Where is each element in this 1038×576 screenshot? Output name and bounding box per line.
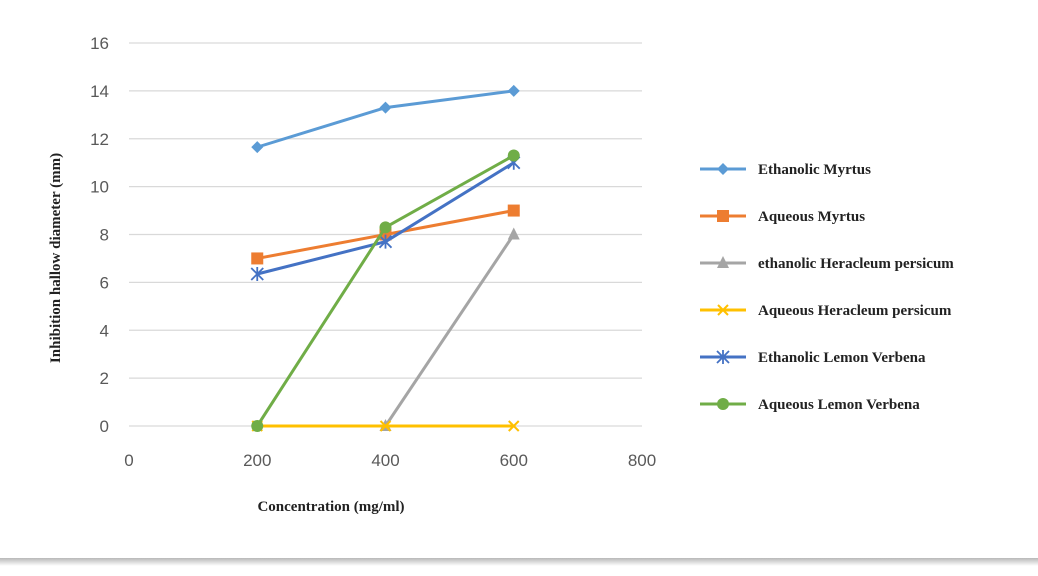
data-point: [251, 141, 264, 154]
series-1: [251, 84, 520, 154]
y-tick-label: 10: [90, 178, 109, 197]
legend-swatch-marker: [716, 350, 730, 364]
legend-entry: ethanolic Heracleum persicum: [700, 256, 954, 272]
data-point: [379, 101, 392, 114]
legend-entry: Ethanolic Myrtus: [700, 162, 871, 178]
legend-swatch-marker: [717, 256, 729, 268]
legend-swatch-marker: [717, 398, 729, 410]
legend-entry: Aqueous Lemon Verbena: [700, 397, 920, 413]
x-tick-label: 600: [500, 451, 528, 470]
x-tick-label: 200: [243, 451, 271, 470]
y-tick-label: 2: [100, 369, 109, 388]
legend-label: ethanolic Heracleum persicum: [758, 256, 954, 272]
y-tick-label: 0: [100, 417, 109, 436]
legend: Ethanolic Myrtus Aqueous Myrtus ethanolic …: [700, 162, 954, 413]
legend-label: Aqueous Lemon Verbena: [758, 397, 920, 413]
legend-swatch-marker: [717, 163, 729, 175]
series-3: [379, 227, 520, 431]
y-tick-label: 12: [90, 130, 109, 149]
data-point: [507, 204, 520, 217]
y-tick-label: 16: [90, 34, 109, 53]
y-tick-label: 14: [90, 82, 109, 101]
data-point: [251, 252, 264, 265]
y-tick-label: 8: [100, 226, 109, 245]
data-point: [378, 234, 393, 249]
data-point: [508, 420, 520, 432]
x-tick-label: 800: [628, 451, 656, 470]
legend-swatch-marker: [717, 210, 729, 222]
data-point: [251, 420, 264, 432]
tick-layer: 0 2 4 6 8 10 12 14 16 0 200 400 600 800: [90, 34, 656, 470]
data-point: [379, 420, 392, 432]
series-5: [250, 155, 521, 281]
legend-label: Ethanolic Myrtus: [758, 162, 871, 178]
y-axis-title: Inhibition hallow diameter (mm): [48, 153, 64, 363]
legend-entry: Ethanolic Lemon Verbena: [700, 350, 926, 366]
legend-swatch-marker: [717, 304, 729, 316]
chart-svg: 0 2 4 6 8 10 12 14 16 0 200 400 600 800 Concentration…: [48, 34, 954, 515]
legend-entry: Aqueous Myrtus: [700, 209, 865, 225]
frame-shadow: [0, 558, 1038, 566]
series-6: [251, 149, 520, 432]
legend-label: Aqueous Myrtus: [758, 209, 865, 225]
y-tick-label: 6: [100, 273, 109, 292]
x-axis-title: Concentration (mg/ml): [257, 499, 404, 515]
x-tick-label: 0: [124, 451, 133, 470]
legend-label: Ethanolic Lemon Verbena: [758, 350, 926, 366]
series-line: [384, 233, 515, 427]
legend-entry: Aqueous Heracleum persicum: [700, 303, 952, 319]
y-tick-label: 4: [100, 321, 109, 340]
data-point: [507, 84, 520, 97]
data-point: [379, 221, 392, 234]
legend-label: Aqueous Heracleum persicum: [758, 303, 952, 319]
x-tick-label: 400: [371, 451, 399, 470]
data-point: [507, 149, 520, 162]
series-layer: [250, 84, 521, 432]
data-point: [507, 227, 520, 240]
data-point: [250, 266, 264, 281]
